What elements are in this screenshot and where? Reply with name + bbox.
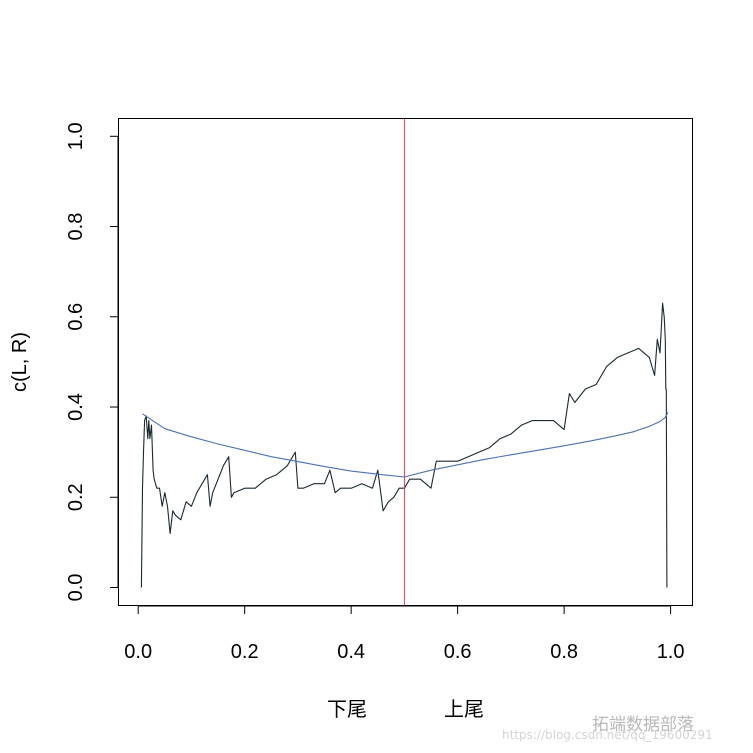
y-tick-label: 0.6 <box>65 303 87 331</box>
x-axis: 0.0 0.2 0.4 0.6 0.8 1.0 <box>124 605 685 663</box>
y-axis-title: c(L, R) <box>9 332 31 392</box>
watermark-url: https://blog.csdn.net/qq_19600291 <box>502 728 713 742</box>
empirical-series-line <box>140 302 668 588</box>
x-tick-label: 0.8 <box>550 641 578 663</box>
upper-tail-label: 上尾 <box>444 697 484 721</box>
y-tick-label: 0.8 <box>65 213 87 241</box>
y-tick-label: 0.0 <box>65 574 87 602</box>
y-tick-label: 1.0 <box>65 122 87 150</box>
watermark-logo-text: 拓端数据部落 <box>592 715 694 735</box>
x-tick-label: 1.0 <box>657 641 685 663</box>
series-layer <box>140 302 669 588</box>
lower-tail-label: 下尾 <box>327 697 367 721</box>
x-tick-label: 0.0 <box>124 641 152 663</box>
fitted-series-line <box>142 412 669 478</box>
x-tick-label: 0.4 <box>337 641 365 663</box>
y-tick-label: 0.4 <box>65 393 87 421</box>
y-axis: 0.0 0.2 0.4 0.6 0.8 1.0 <box>65 122 119 602</box>
plot-frame <box>118 118 693 606</box>
y-tick-label: 0.2 <box>65 483 87 511</box>
x-tick-label: 0.6 <box>444 641 472 663</box>
x-tick-label: 0.2 <box>231 641 259 663</box>
